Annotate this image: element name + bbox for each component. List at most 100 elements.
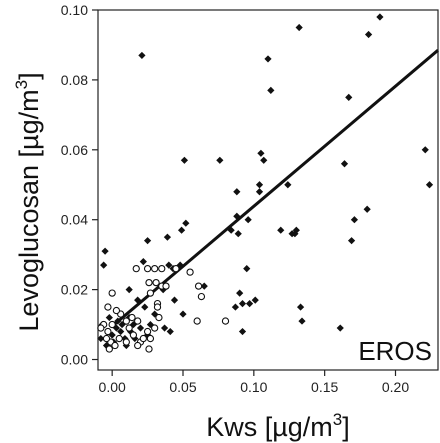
open-point: [122, 338, 130, 346]
filled-point: [170, 296, 179, 304]
filled-point: [238, 299, 247, 308]
filled-point: [159, 286, 167, 294]
filled-point: [243, 265, 251, 273]
filled-point: [97, 334, 105, 343]
plot-frame: [97, 9, 439, 371]
open-point: [105, 345, 113, 353]
open-point: [104, 303, 112, 311]
filled-point: [244, 216, 252, 224]
open-point: [143, 327, 152, 336]
y-tick-label: 0.08: [61, 72, 88, 88]
open-point: [153, 303, 162, 311]
filled-point: [165, 261, 173, 269]
open-point: [151, 324, 159, 332]
filled-point: [136, 324, 145, 332]
filled-point: [114, 317, 122, 325]
x-tick-label: 0.10: [240, 379, 267, 395]
open-point: [145, 278, 153, 287]
filled-point: [112, 324, 121, 332]
open-point: [125, 324, 133, 332]
filled-point: [233, 212, 241, 220]
open-point: [186, 268, 194, 276]
open-point: [145, 345, 153, 353]
filled-point: [166, 327, 174, 336]
filled-point: [340, 160, 349, 168]
filled-point: [296, 303, 305, 311]
filled-point: [260, 156, 268, 164]
open-point: [197, 292, 206, 301]
filled-point: [257, 149, 265, 157]
filled-point: [139, 258, 147, 266]
x-tick-label: 0.15: [311, 379, 338, 395]
filled-point: [216, 156, 224, 164]
filled-point: [131, 334, 139, 343]
labels: Kws [µg/m3] Levoglucosan [µg/m3] EROS: [12, 72, 432, 442]
filled-point: [151, 310, 159, 318]
open-point: [108, 320, 116, 329]
filled-point: [141, 303, 149, 311]
filled-point: [160, 324, 169, 332]
filled-point: [102, 341, 111, 350]
y-axis-title: Levoglucosan [µg/m3]: [12, 72, 44, 331]
filled-point: [255, 181, 264, 189]
open-point: [115, 334, 123, 343]
filled-point: [277, 226, 285, 234]
y-tick-label: 0.00: [61, 352, 88, 368]
x-tick-label: 0.05: [169, 379, 196, 395]
filled-point: [292, 226, 300, 234]
filled-point: [227, 226, 235, 234]
open-point: [155, 313, 163, 322]
filled-point: [138, 51, 146, 60]
filled-point: [163, 233, 172, 241]
open-point: [162, 282, 170, 290]
x-tick-label: 0.20: [382, 379, 409, 395]
filled-point: [251, 296, 259, 304]
open-point: [221, 317, 230, 325]
filled-point: [236, 289, 244, 297]
filled-point: [363, 205, 371, 213]
filled-point: [117, 327, 125, 336]
filled-point: [101, 247, 109, 255]
open-point: [111, 341, 119, 350]
open-point: [108, 289, 116, 297]
filled-point: [264, 55, 272, 63]
filled-point: [295, 23, 303, 32]
filled-point: [234, 230, 242, 238]
open-point: [194, 282, 203, 290]
filled-point: [255, 188, 264, 196]
filled-point: [267, 86, 275, 94]
filled-point: [179, 310, 187, 318]
panel-label: EROS: [358, 336, 432, 366]
y-tick-label: 0.10: [61, 2, 88, 18]
open-point: [97, 324, 105, 332]
filled-point: [376, 13, 384, 21]
filled-point: [238, 327, 247, 336]
filled-point: [350, 216, 359, 224]
open-point: [129, 331, 138, 339]
open-point: [193, 317, 201, 325]
open-point: [122, 317, 130, 325]
y-tick-label: 0.02: [61, 282, 88, 298]
filled-point: [425, 181, 434, 189]
filled-point: [233, 188, 241, 196]
filled-point: [347, 237, 356, 245]
filled-point: [180, 156, 189, 164]
open-point: [134, 317, 142, 325]
open-point: [134, 341, 142, 350]
filled-point: [125, 286, 133, 294]
open-point: [143, 264, 152, 273]
open-point: [158, 264, 166, 273]
open-point: [139, 334, 147, 343]
x-tick-label: 0.00: [99, 379, 126, 395]
filled-point: [345, 93, 353, 101]
filled-point: [200, 282, 208, 290]
filled-point: [134, 296, 142, 304]
filled-point: [421, 146, 429, 154]
filled-point: [105, 313, 113, 322]
open-point: [112, 306, 121, 315]
y-tick-label: 0.04: [61, 212, 88, 228]
open-point: [172, 264, 180, 273]
filled-point: [364, 30, 373, 39]
open-point: [102, 334, 111, 343]
